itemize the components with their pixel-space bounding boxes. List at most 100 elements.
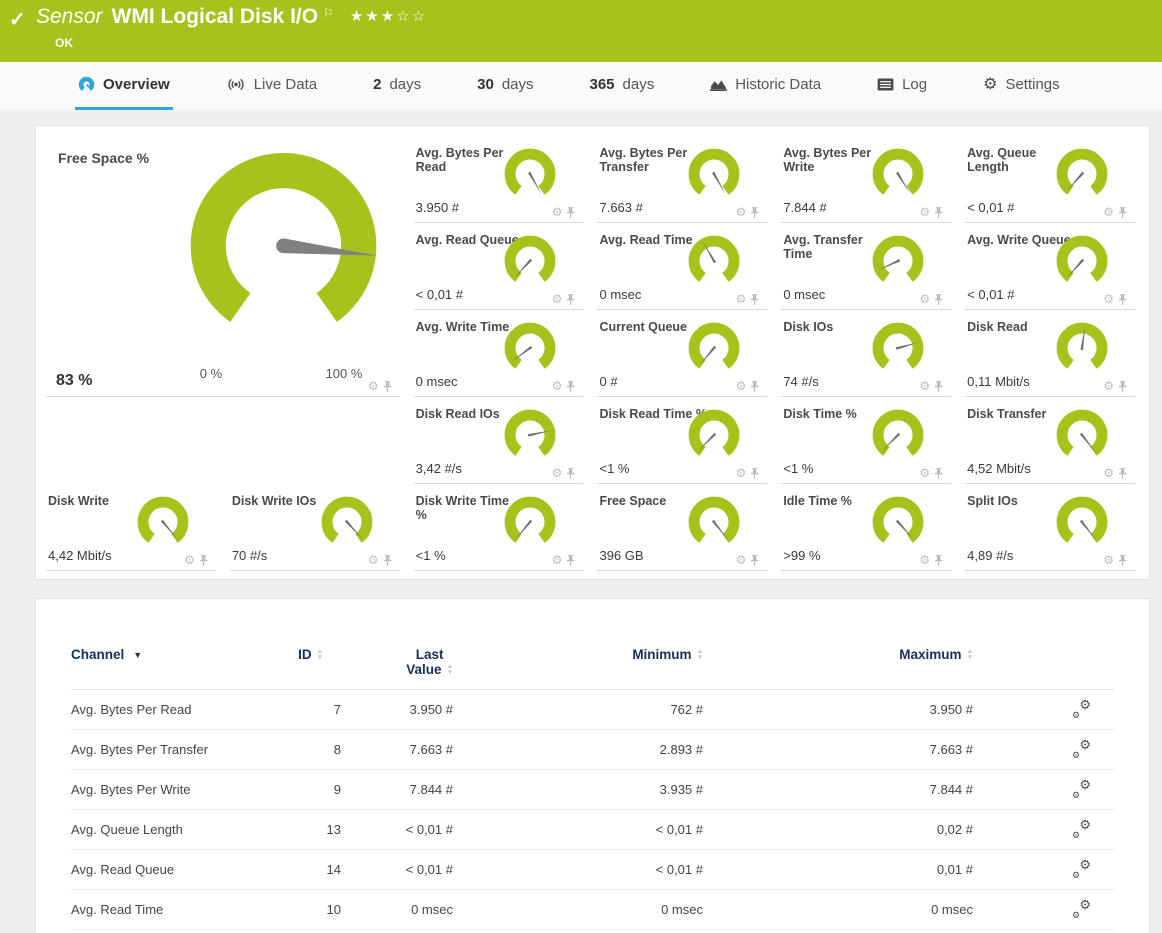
- pin-icon[interactable]: [750, 555, 759, 566]
- channel-settings-icon[interactable]: ⚙ ⚙: [1072, 736, 1091, 760]
- table-row[interactable]: Avg. Read Queue 14 < 0,01 # < 0,01 # 0,0…: [71, 850, 1114, 890]
- gauge-avg-bytes-per-write[interactable]: Avg. Bytes Per Write 7.844 # ⚙: [781, 136, 952, 223]
- pin-icon[interactable]: [934, 555, 943, 566]
- pin-icon[interactable]: [1118, 555, 1127, 566]
- tab-log[interactable]: Log: [874, 62, 930, 110]
- table-row[interactable]: Avg. Bytes Per Write 9 7.844 # 3.935 # 7…: [71, 770, 1114, 810]
- pin-icon[interactable]: [750, 294, 759, 305]
- pin-icon[interactable]: [383, 555, 392, 566]
- gauge-disk-read-time-percent[interactable]: Disk Read Time % <1 % ⚙: [597, 397, 768, 484]
- pin-icon[interactable]: [1118, 468, 1127, 479]
- gauge-avg-transfer-time[interactable]: Avg. Transfer Time 0 msec ⚙: [781, 223, 952, 310]
- column-header-last-value[interactable]: Last Value ▲ ▼: [406, 647, 453, 677]
- tab-2-days[interactable]: 2 days: [370, 62, 424, 110]
- gear-icon[interactable]: ⚙: [184, 553, 195, 567]
- gear-icon[interactable]: ⚙: [551, 205, 563, 219]
- gauge-idle-time-percent[interactable]: Idle Time % >99 % ⚙: [781, 484, 952, 571]
- channel-settings-icon[interactable]: ⚙ ⚙: [1072, 856, 1091, 880]
- gauge-avg-queue-length[interactable]: Avg. Queue Length < 0,01 # ⚙: [965, 136, 1135, 223]
- table-row[interactable]: Avg. Read Time 10 0 msec 0 msec 0 msec ⚙…: [71, 890, 1114, 930]
- gauge-free-space[interactable]: Free Space 396 GB ⚙: [597, 484, 768, 571]
- gear-icon[interactable]: ⚙: [919, 466, 931, 480]
- gear-icon[interactable]: ⚙: [735, 205, 747, 219]
- gear-icon[interactable]: ⚙: [551, 553, 563, 567]
- pin-icon[interactable]: [383, 381, 392, 392]
- pin-icon[interactable]: [566, 555, 575, 566]
- gear-icon[interactable]: ⚙: [919, 553, 931, 567]
- gear-icon[interactable]: ⚙: [735, 379, 747, 393]
- table-row[interactable]: Avg. Bytes Per Read 7 3.950 # 762 # 3.95…: [71, 690, 1114, 730]
- pin-icon[interactable]: [1118, 207, 1127, 218]
- gear-icon[interactable]: ⚙: [367, 379, 379, 393]
- pin-icon[interactable]: [750, 207, 759, 218]
- pin-icon[interactable]: [566, 468, 575, 479]
- channel-settings-icon[interactable]: ⚙ ⚙: [1072, 696, 1091, 720]
- gauge-disk-write-time-percent[interactable]: Disk Write Time % <1 % ⚙: [413, 484, 584, 571]
- gauge-title: Avg. Bytes Per Transfer: [599, 146, 688, 175]
- gauge-disk-read-ios[interactable]: Disk Read IOs 3,42 #/s ⚙: [413, 397, 584, 484]
- gear-icon[interactable]: ⚙: [735, 466, 747, 480]
- gauge-current-queue[interactable]: Current Queue 0 # ⚙: [597, 310, 768, 397]
- gear-icon[interactable]: ⚙: [1103, 292, 1114, 306]
- tab-overview[interactable]: Overview: [75, 62, 173, 110]
- pin-icon[interactable]: [934, 294, 943, 305]
- tab-365-days[interactable]: 365 days: [587, 62, 658, 110]
- gauge-avg-read-queue[interactable]: Avg. Read Queue < 0,01 # ⚙: [413, 223, 584, 310]
- gear-icon[interactable]: ⚙: [551, 379, 563, 393]
- gauges-panel: Free Space % 0 % 100 % 83 % ⚙ Avg. Bytes…: [35, 125, 1150, 580]
- gear-icon[interactable]: ⚙: [919, 379, 931, 393]
- pin-icon[interactable]: [1118, 381, 1127, 392]
- pin-icon[interactable]: [1118, 294, 1127, 305]
- gauge-disk-time-percent[interactable]: Disk Time % <1 % ⚙: [781, 397, 952, 484]
- gear-icon[interactable]: ⚙: [919, 292, 931, 306]
- pin-icon[interactable]: [934, 468, 943, 479]
- channel-settings-icon[interactable]: ⚙ ⚙: [1072, 816, 1091, 840]
- pin-icon[interactable]: [566, 381, 575, 392]
- gear-icon[interactable]: ⚙: [551, 466, 563, 480]
- gauge-avg-bytes-per-read[interactable]: Avg. Bytes Per Read 3.950 # ⚙: [413, 136, 584, 223]
- gauge-avg-bytes-per-transfer[interactable]: Avg. Bytes Per Transfer 7.663 # ⚙: [597, 136, 768, 223]
- pin-icon[interactable]: [934, 381, 943, 392]
- gear-icon[interactable]: ⚙: [1103, 466, 1114, 480]
- pin-icon[interactable]: [750, 468, 759, 479]
- channel-settings-icon[interactable]: ⚙ ⚙: [1072, 776, 1091, 800]
- gauge-split-ios[interactable]: Split IOs 4,89 #/s ⚙: [965, 484, 1135, 571]
- gauge-avg-write-queue[interactable]: Avg. Write Queue < 0,01 # ⚙: [965, 223, 1135, 310]
- cell-maximum: 0,01 #: [936, 862, 973, 877]
- column-header-maximum[interactable]: Maximum ▲ ▼: [899, 647, 973, 662]
- gauge-avg-write-time[interactable]: Avg. Write Time 0 msec ⚙: [413, 310, 584, 397]
- gauge-disk-read[interactable]: Disk Read 0,11 Mbit/s ⚙: [965, 310, 1135, 397]
- gauge-disk-transfer[interactable]: Disk Transfer 4,52 Mbit/s ⚙: [965, 397, 1135, 484]
- tab-30-days[interactable]: 30 days: [474, 62, 536, 110]
- gauge-disk-write[interactable]: Disk Write 4,42 Mbit/s ⚙: [46, 484, 216, 571]
- star-rating[interactable]: ★★★☆☆: [349, 8, 428, 25]
- gear-icon[interactable]: ⚙: [1103, 205, 1114, 219]
- gear-icon[interactable]: ⚙: [551, 292, 563, 306]
- table-row[interactable]: Avg. Queue Length 13 < 0,01 # < 0,01 # 0…: [71, 810, 1114, 850]
- channel-settings-icon[interactable]: ⚙ ⚙: [1072, 896, 1091, 920]
- gear-icon[interactable]: ⚙: [1103, 553, 1114, 567]
- column-header-minimum[interactable]: Minimum ▲ ▼: [632, 647, 703, 662]
- tab-settings[interactable]: ⚙ Settings: [980, 62, 1063, 110]
- gear-icon[interactable]: ⚙: [735, 292, 747, 306]
- gear-icon[interactable]: ⚙: [367, 553, 379, 567]
- pin-icon[interactable]: [750, 381, 759, 392]
- flag-icon[interactable]: ⚐: [323, 6, 334, 20]
- pin-icon[interactable]: [934, 207, 943, 218]
- gear-icon[interactable]: ⚙: [735, 553, 747, 567]
- tab-historic-data[interactable]: Historic Data: [707, 62, 824, 110]
- pin-icon[interactable]: [566, 294, 575, 305]
- gauge-free-space-percent[interactable]: Free Space % 0 % 100 % 83 % ⚙: [46, 136, 400, 397]
- column-header-channel[interactable]: Channel ▼: [71, 647, 143, 662]
- tab-live-data[interactable]: Live Data: [223, 62, 320, 110]
- gear-icon[interactable]: ⚙: [919, 205, 931, 219]
- gauge-needle: [1066, 171, 1085, 192]
- gear-icon[interactable]: ⚙: [1103, 379, 1114, 393]
- gauge-disk-ios[interactable]: Disk IOs 74 #/s ⚙: [781, 310, 952, 397]
- gauge-disk-write-ios[interactable]: Disk Write IOs 70 #/s ⚙: [229, 484, 400, 571]
- column-header-id[interactable]: ID ▲ ▼: [298, 647, 323, 662]
- gauge-avg-read-time[interactable]: Avg. Read Time 0 msec ⚙: [597, 223, 768, 310]
- pin-icon[interactable]: [199, 555, 208, 566]
- table-row[interactable]: Avg. Bytes Per Transfer 8 7.663 # 2.893 …: [71, 730, 1114, 770]
- pin-icon[interactable]: [566, 207, 575, 218]
